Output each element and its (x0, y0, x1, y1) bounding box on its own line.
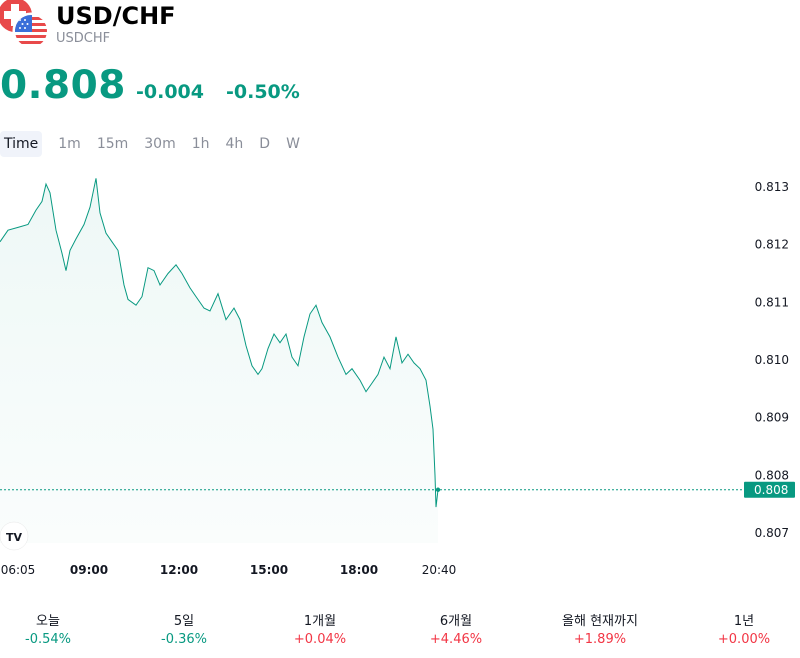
price-change-percent: -0.50% (226, 81, 300, 103)
y-tick-label: 0.813 (755, 180, 789, 194)
x-tick-label: 06:05 (1, 563, 36, 577)
perf-value: +4.46% (429, 632, 483, 647)
interval-1h[interactable]: 1h (191, 136, 210, 152)
x-tick-label: 20:40 (422, 563, 457, 577)
perf-label: 6개월 (439, 614, 473, 629)
last-price: 0.808 (0, 63, 126, 108)
y-tick-label: 0.807 (755, 526, 789, 540)
interval-30m[interactable]: 30m (144, 136, 176, 152)
perf-label: 올해 현재까지 (562, 614, 638, 629)
x-tick-label: 09:00 (70, 563, 108, 577)
interval-15m[interactable]: 15m (96, 136, 129, 152)
price-chart[interactable]: 0.813 0.812 0.811 0.810 0.809 0.808 0.807 0.80… (0, 160, 800, 590)
y-tick-label: 0.808 (755, 468, 789, 482)
symbol-subtitle: USDCHF (56, 31, 111, 46)
interval-1m[interactable]: 1m (58, 136, 81, 152)
perf-1m[interactable]: 1개월 +0.04% (294, 610, 346, 647)
last-price-badge-text: 0.808 (754, 483, 788, 497)
perf-value: +0.00% (717, 632, 771, 647)
interval-4h[interactable]: 4h (225, 136, 244, 152)
perf-label: 오늘 (36, 614, 60, 629)
price-line (0, 178, 439, 508)
last-price-badge (744, 481, 795, 498)
perf-5d[interactable]: 5일 -0.36% (161, 610, 207, 647)
last-price-dot (435, 487, 441, 492)
y-tick-label: 0.811 (755, 295, 789, 309)
perf-label: 5일 (173, 614, 195, 629)
currency-flags-icon (0, 0, 48, 48)
perf-label: 1개월 (303, 614, 337, 629)
perf-ytd[interactable]: 올해 현재까지 +1.89% (562, 610, 638, 647)
perf-value: +1.89% (573, 632, 627, 647)
x-tick-label: 12:00 (160, 563, 198, 577)
interval-selector: Time 1m 15m 30m 1h 4h D W (0, 131, 308, 157)
y-tick-label: 0.809 (755, 411, 789, 425)
performance-bar: 오늘 -0.54% 5일 -0.36% 1개월 +0.04% 6개월 +4.46… (0, 600, 800, 658)
interval-time[interactable]: Time (0, 131, 43, 157)
perf-value: -0.36% (161, 632, 207, 647)
perf-value: +0.04% (293, 632, 347, 647)
tradingview-logo-icon[interactable]: TV (0, 521, 29, 551)
svg-text:TV: TV (6, 531, 23, 544)
interval-d[interactable]: D (259, 136, 271, 152)
interval-w[interactable]: W (286, 136, 300, 152)
perf-today[interactable]: 오늘 -0.54% (25, 610, 71, 647)
y-tick-label: 0.810 (755, 353, 789, 367)
y-tick-label: 0.812 (755, 238, 789, 252)
perf-6m[interactable]: 6개월 +4.46% (430, 610, 482, 647)
perf-label: 1년 (733, 614, 755, 629)
perf-1y[interactable]: 1년 +0.00% (718, 610, 770, 647)
perf-value: -0.54% (25, 632, 71, 647)
x-tick-label: 15:00 (250, 563, 288, 577)
x-tick-label: 18:00 (340, 563, 378, 577)
price-area (0, 178, 438, 544)
price-change: -0.004 (136, 81, 204, 103)
symbol-title: USD/CHF (56, 2, 176, 30)
